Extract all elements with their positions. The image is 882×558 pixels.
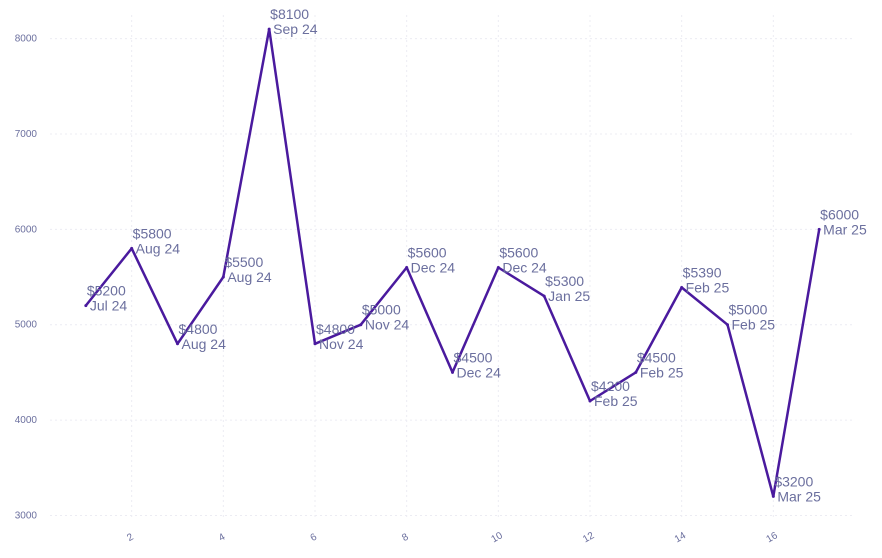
value-label: $5000 — [362, 302, 401, 318]
period-label: Jul 24 — [90, 298, 128, 314]
data-point — [542, 294, 546, 298]
value-label: $5200 — [87, 283, 126, 299]
period-label: Feb 25 — [640, 364, 684, 380]
period-label: Mar 25 — [823, 221, 867, 237]
data-point — [726, 323, 729, 327]
y-tick-label: 5000 — [15, 320, 38, 331]
period-label: Nov 24 — [319, 336, 364, 352]
value-label: $4500 — [454, 349, 493, 365]
value-label: $6000 — [820, 206, 859, 222]
period-label: Jan 25 — [548, 288, 590, 304]
value-label: $5300 — [545, 273, 584, 289]
period-label: Feb 25 — [594, 393, 638, 409]
data-point — [634, 370, 638, 374]
period-label: Nov 24 — [365, 317, 410, 333]
value-label: $4800 — [316, 321, 355, 337]
data-point — [817, 227, 821, 231]
period-label: Dec 24 — [411, 260, 456, 276]
x-tick-label: 6 — [309, 531, 320, 544]
data-point — [588, 399, 592, 403]
x-tick-label: 2 — [125, 531, 136, 544]
value-label: $4200 — [591, 378, 630, 394]
y-tick-label: 6000 — [15, 224, 38, 235]
value-label: $4800 — [179, 321, 218, 337]
data-point — [130, 246, 134, 250]
x-tick-label: 14 — [673, 530, 689, 545]
period-label: Aug 24 — [227, 269, 272, 285]
period-label: Feb 25 — [732, 317, 776, 333]
x-tick-label: 12 — [581, 530, 597, 545]
y-tick-label: 8000 — [15, 34, 38, 45]
value-label: $5390 — [683, 265, 722, 281]
data-point — [771, 494, 775, 498]
period-label: Aug 24 — [136, 240, 181, 256]
value-label: $5500 — [224, 254, 263, 270]
x-tick-label: 10 — [490, 530, 506, 545]
period-label: Dec 24 — [457, 364, 502, 380]
x-tick-label: 4 — [217, 531, 228, 544]
period-label: Aug 24 — [182, 336, 227, 352]
y-tick-label: 4000 — [15, 415, 38, 426]
period-label: Mar 25 — [777, 488, 821, 504]
data-point — [451, 370, 454, 374]
value-label: $5000 — [729, 302, 768, 318]
period-label: Dec 24 — [502, 260, 547, 276]
data-point — [405, 266, 409, 269]
y-tick-label: 3000 — [15, 510, 38, 521]
value-label: $4500 — [637, 349, 676, 365]
value-label: $5800 — [133, 225, 172, 241]
x-axis-ticks: 2 4 6 8 10 12 14 16 — [125, 530, 780, 545]
value-label: $3200 — [774, 473, 813, 489]
data-point — [176, 342, 179, 346]
period-label: Feb 25 — [686, 280, 730, 296]
value-label: $8100 — [270, 6, 309, 22]
value-label: $5600 — [408, 245, 447, 261]
value-label: $5600 — [499, 245, 538, 261]
data-point — [313, 342, 317, 346]
data-point — [680, 286, 684, 290]
period-label: Sep 24 — [273, 21, 318, 37]
data-point — [496, 266, 500, 269]
x-tick-label: 16 — [765, 530, 781, 545]
grid-lines — [50, 15, 855, 520]
y-tick-label: 7000 — [15, 129, 38, 140]
y-axis-ticks: 3000 4000 5000 6000 7000 8000 — [15, 34, 38, 522]
data-point — [267, 27, 271, 31]
data-point — [221, 275, 225, 279]
data-point — [84, 304, 88, 308]
series-line-group — [84, 27, 821, 498]
x-tick-label: 8 — [400, 531, 411, 544]
data-point — [359, 323, 363, 327]
